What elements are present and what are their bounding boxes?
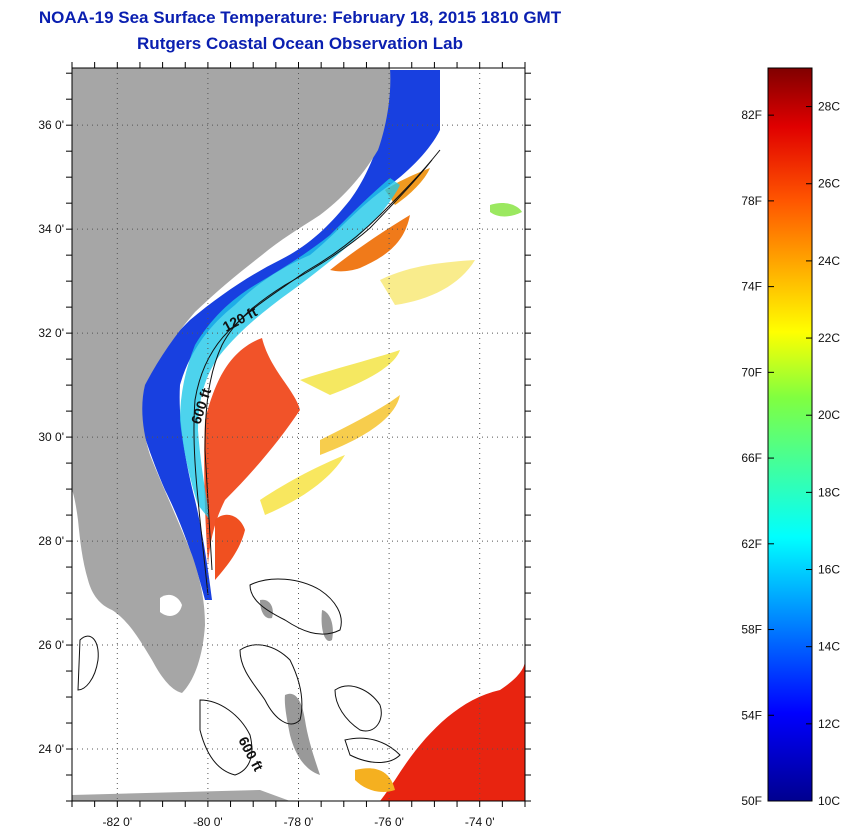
latitude-labels: 36 0' 34 0' 32 0' 30 0' 28 0' 26 0' 24 0' [38, 118, 64, 756]
land-mass [72, 68, 391, 693]
celsius-label: 18C [818, 485, 840, 499]
colorbar-celsius-labels: 28C 26C 24C 22C 20C 18C 16C 14C 12C 10C [818, 100, 840, 808]
lon-tick-label: -74 0' [465, 815, 495, 829]
isobath-lines [77, 149, 441, 776]
celsius-label: 26C [818, 177, 840, 191]
lon-tick-label: -82 0' [102, 815, 132, 829]
longitude-labels: -82 0' -80 0' -78 0' -76 0' -74 0' [102, 815, 494, 829]
lat-tick-label: 36 0' [38, 118, 64, 132]
lon-tick-label: -80 0' [193, 815, 223, 829]
celsius-label: 20C [818, 408, 840, 422]
lat-tick-label: 32 0' [38, 326, 64, 340]
fahrenheit-label: 70F [741, 365, 762, 379]
map-tick-marks [66, 62, 531, 807]
fahrenheit-label: 82F [741, 108, 762, 122]
celsius-label: 24C [818, 254, 840, 268]
fahrenheit-label: 66F [741, 451, 762, 465]
fahrenheit-label: 50F [741, 794, 762, 808]
sst-layer [204, 168, 525, 801]
fahrenheit-label: 78F [741, 194, 762, 208]
fahrenheit-label: 54F [741, 708, 762, 722]
celsius-label: 22C [818, 331, 840, 345]
lon-tick-label: -78 0' [284, 815, 314, 829]
fahrenheit-label: 58F [741, 623, 762, 637]
lat-tick-label: 30 0' [38, 430, 64, 444]
lat-tick-label: 34 0' [38, 222, 64, 236]
fahrenheit-label: 74F [741, 280, 762, 294]
celsius-label: 12C [818, 717, 840, 731]
celsius-label: 16C [818, 563, 840, 577]
lat-tick-label: 24 0' [38, 742, 64, 756]
colorbar [767, 67, 813, 802]
lat-tick-label: 26 0' [38, 638, 64, 652]
celsius-label: 14C [818, 640, 840, 654]
colorbar-fahrenheit-labels: 82F 78F 74F 70F 66F 62F 58F 54F 50F [741, 108, 762, 808]
grid-lines [72, 68, 525, 801]
colorbar-tick-marks [768, 106, 812, 802]
map-title: NOAA-19 Sea Surface Temperature: Februar… [38, 8, 562, 27]
celsius-label: 28C [818, 100, 840, 114]
fahrenheit-label: 62F [741, 537, 762, 551]
lon-tick-label: -76 0' [374, 815, 404, 829]
bahamas-land [284, 693, 320, 775]
celsius-label: 10C [818, 794, 840, 808]
lat-tick-label: 28 0' [38, 534, 64, 548]
map-subtitle: Rutgers Coastal Ocean Observation Lab [137, 34, 463, 53]
